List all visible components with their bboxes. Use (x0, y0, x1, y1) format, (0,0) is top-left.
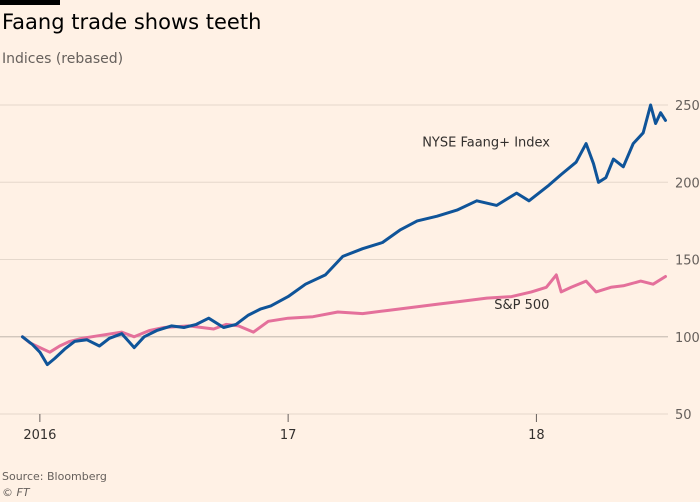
y-tick-label: 250 (675, 99, 700, 114)
x-tick-label: 17 (280, 428, 297, 443)
y-tick-label: 100 (675, 331, 700, 346)
brand-bar (0, 0, 60, 5)
series-label-nyse-faang-index: NYSE Faang+ Index (422, 136, 550, 151)
series-line-nyse-faang-index (21, 103, 667, 367)
y-tick-label: 50 (675, 408, 692, 423)
x-tick-label: 2016 (23, 428, 56, 443)
x-tick-label: 18 (528, 428, 545, 443)
series-line-s-p-500 (21, 273, 667, 354)
chart-title: Faang trade shows teeth (2, 10, 262, 34)
y-tick-label: 150 (675, 254, 700, 269)
chart-subtitle: Indices (rebased) (2, 51, 124, 67)
line-chart: 50 100 150 200 250 2016 17 18 S&P 500 NYSE Faan… (0, 99, 700, 443)
series-label-s-p-500: S&P 500 (494, 298, 549, 313)
y-axis-tick-labels: 50 100 150 200 250 (675, 99, 700, 423)
x-axis: 2016 17 18 (23, 414, 545, 443)
series-lines (21, 103, 667, 367)
ft-credit: © FT (2, 486, 30, 499)
series-labels: S&P 500 NYSE Faang+ Index (422, 136, 550, 313)
gridlines (0, 104, 668, 415)
y-tick-label: 200 (675, 176, 700, 191)
source-note: Source: Bloomberg (2, 470, 107, 483)
